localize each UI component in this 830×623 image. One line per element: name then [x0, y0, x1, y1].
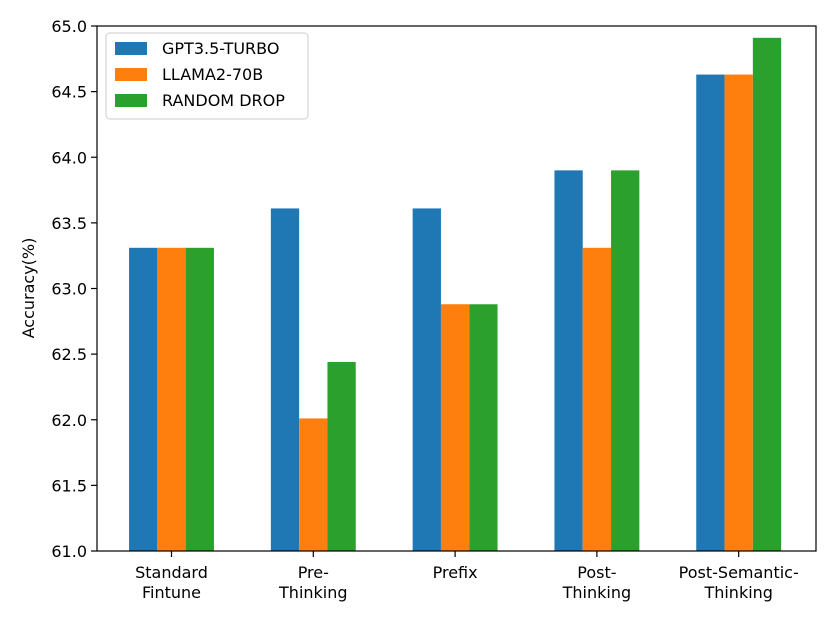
x-tick-label-line-2-0: Prefix [433, 563, 478, 582]
x-tick-label-0: Standard Fintune [135, 563, 208, 602]
bars-group [129, 37, 782, 552]
legend-swatch-0 [115, 42, 147, 55]
bar-llama2-70b-3 [582, 247, 612, 551]
x-tick-label-1: Pre-Thinking [278, 563, 348, 602]
y-tick-label-5: 63.5 [51, 214, 87, 233]
y-ticks-group: 61.0 61.5 62.0 62.5 63.0 63.5 64.0 64.5 65.0 [51, 17, 97, 561]
y-tick-label-8: 65.0 [51, 17, 87, 36]
bar-llama2-70b-4 [724, 74, 753, 551]
legend-box [105, 32, 309, 120]
x-tick-label-2: Prefix [433, 563, 478, 582]
x-tick-label-line-0-0: Standard [135, 563, 208, 582]
x-tick-label-line-0-1: Fintune [142, 583, 201, 602]
bar-random-drop-0 [185, 247, 214, 551]
bar-random-drop-2 [469, 304, 498, 551]
legend-swatch-2 [115, 94, 147, 107]
x-tick-label-3: Post-Thinking [562, 563, 632, 602]
y-tick-label-2: 62.0 [51, 411, 87, 430]
legend-swatch-1 [115, 68, 147, 81]
bar-llama2-70b-0 [157, 247, 186, 551]
legend-label-2: RANDOM DROP [162, 91, 285, 110]
y-tick-label-4: 63.0 [51, 280, 87, 299]
bar-gpt3-5-turbo-2 [412, 208, 441, 551]
bar-random-drop-3 [611, 170, 640, 551]
bar-gpt3-5-turbo-0 [129, 247, 158, 551]
y-tick-label-1: 61.5 [51, 476, 87, 495]
y-tick-label-7: 64.5 [51, 83, 87, 102]
x-tick-label-line-4-0: Post-Semantic- [679, 563, 799, 582]
bar-llama2-70b-2 [440, 304, 470, 551]
y-tick-label-0: 61.0 [51, 542, 87, 561]
y-axis-title: Accuracy(%) [19, 238, 38, 339]
x-tick-label-line-3-1: Thinking [562, 583, 632, 602]
x-tick-label-line-4-1: Thinking [703, 583, 773, 602]
bar-random-drop-4 [752, 37, 782, 552]
x-tick-label-line-3-0: Post- [577, 563, 616, 582]
y-tick-label-3: 62.5 [51, 345, 87, 364]
y-tick-label-6: 64.0 [51, 148, 87, 167]
bar-random-drop-1 [327, 362, 356, 551]
bar-gpt3-5-turbo-3 [554, 170, 583, 551]
bar-gpt3-5-turbo-4 [696, 74, 725, 551]
x-tick-label-4: Post-Semantic-Thinking [679, 563, 799, 602]
bar-llama2-70b-1 [299, 418, 328, 551]
legend-label-1: LLAMA2-70B [162, 65, 263, 84]
bar-gpt3-5-turbo-1 [270, 208, 300, 551]
legend: GPT3.5-TURBO LLAMA2-70B RANDOM DROP [105, 32, 309, 120]
legend-label-0: GPT3.5-TURBO [162, 39, 279, 58]
x-tick-label-line-1-1: Thinking [278, 583, 348, 602]
x-tick-label-line-1-0: Pre- [298, 563, 329, 582]
